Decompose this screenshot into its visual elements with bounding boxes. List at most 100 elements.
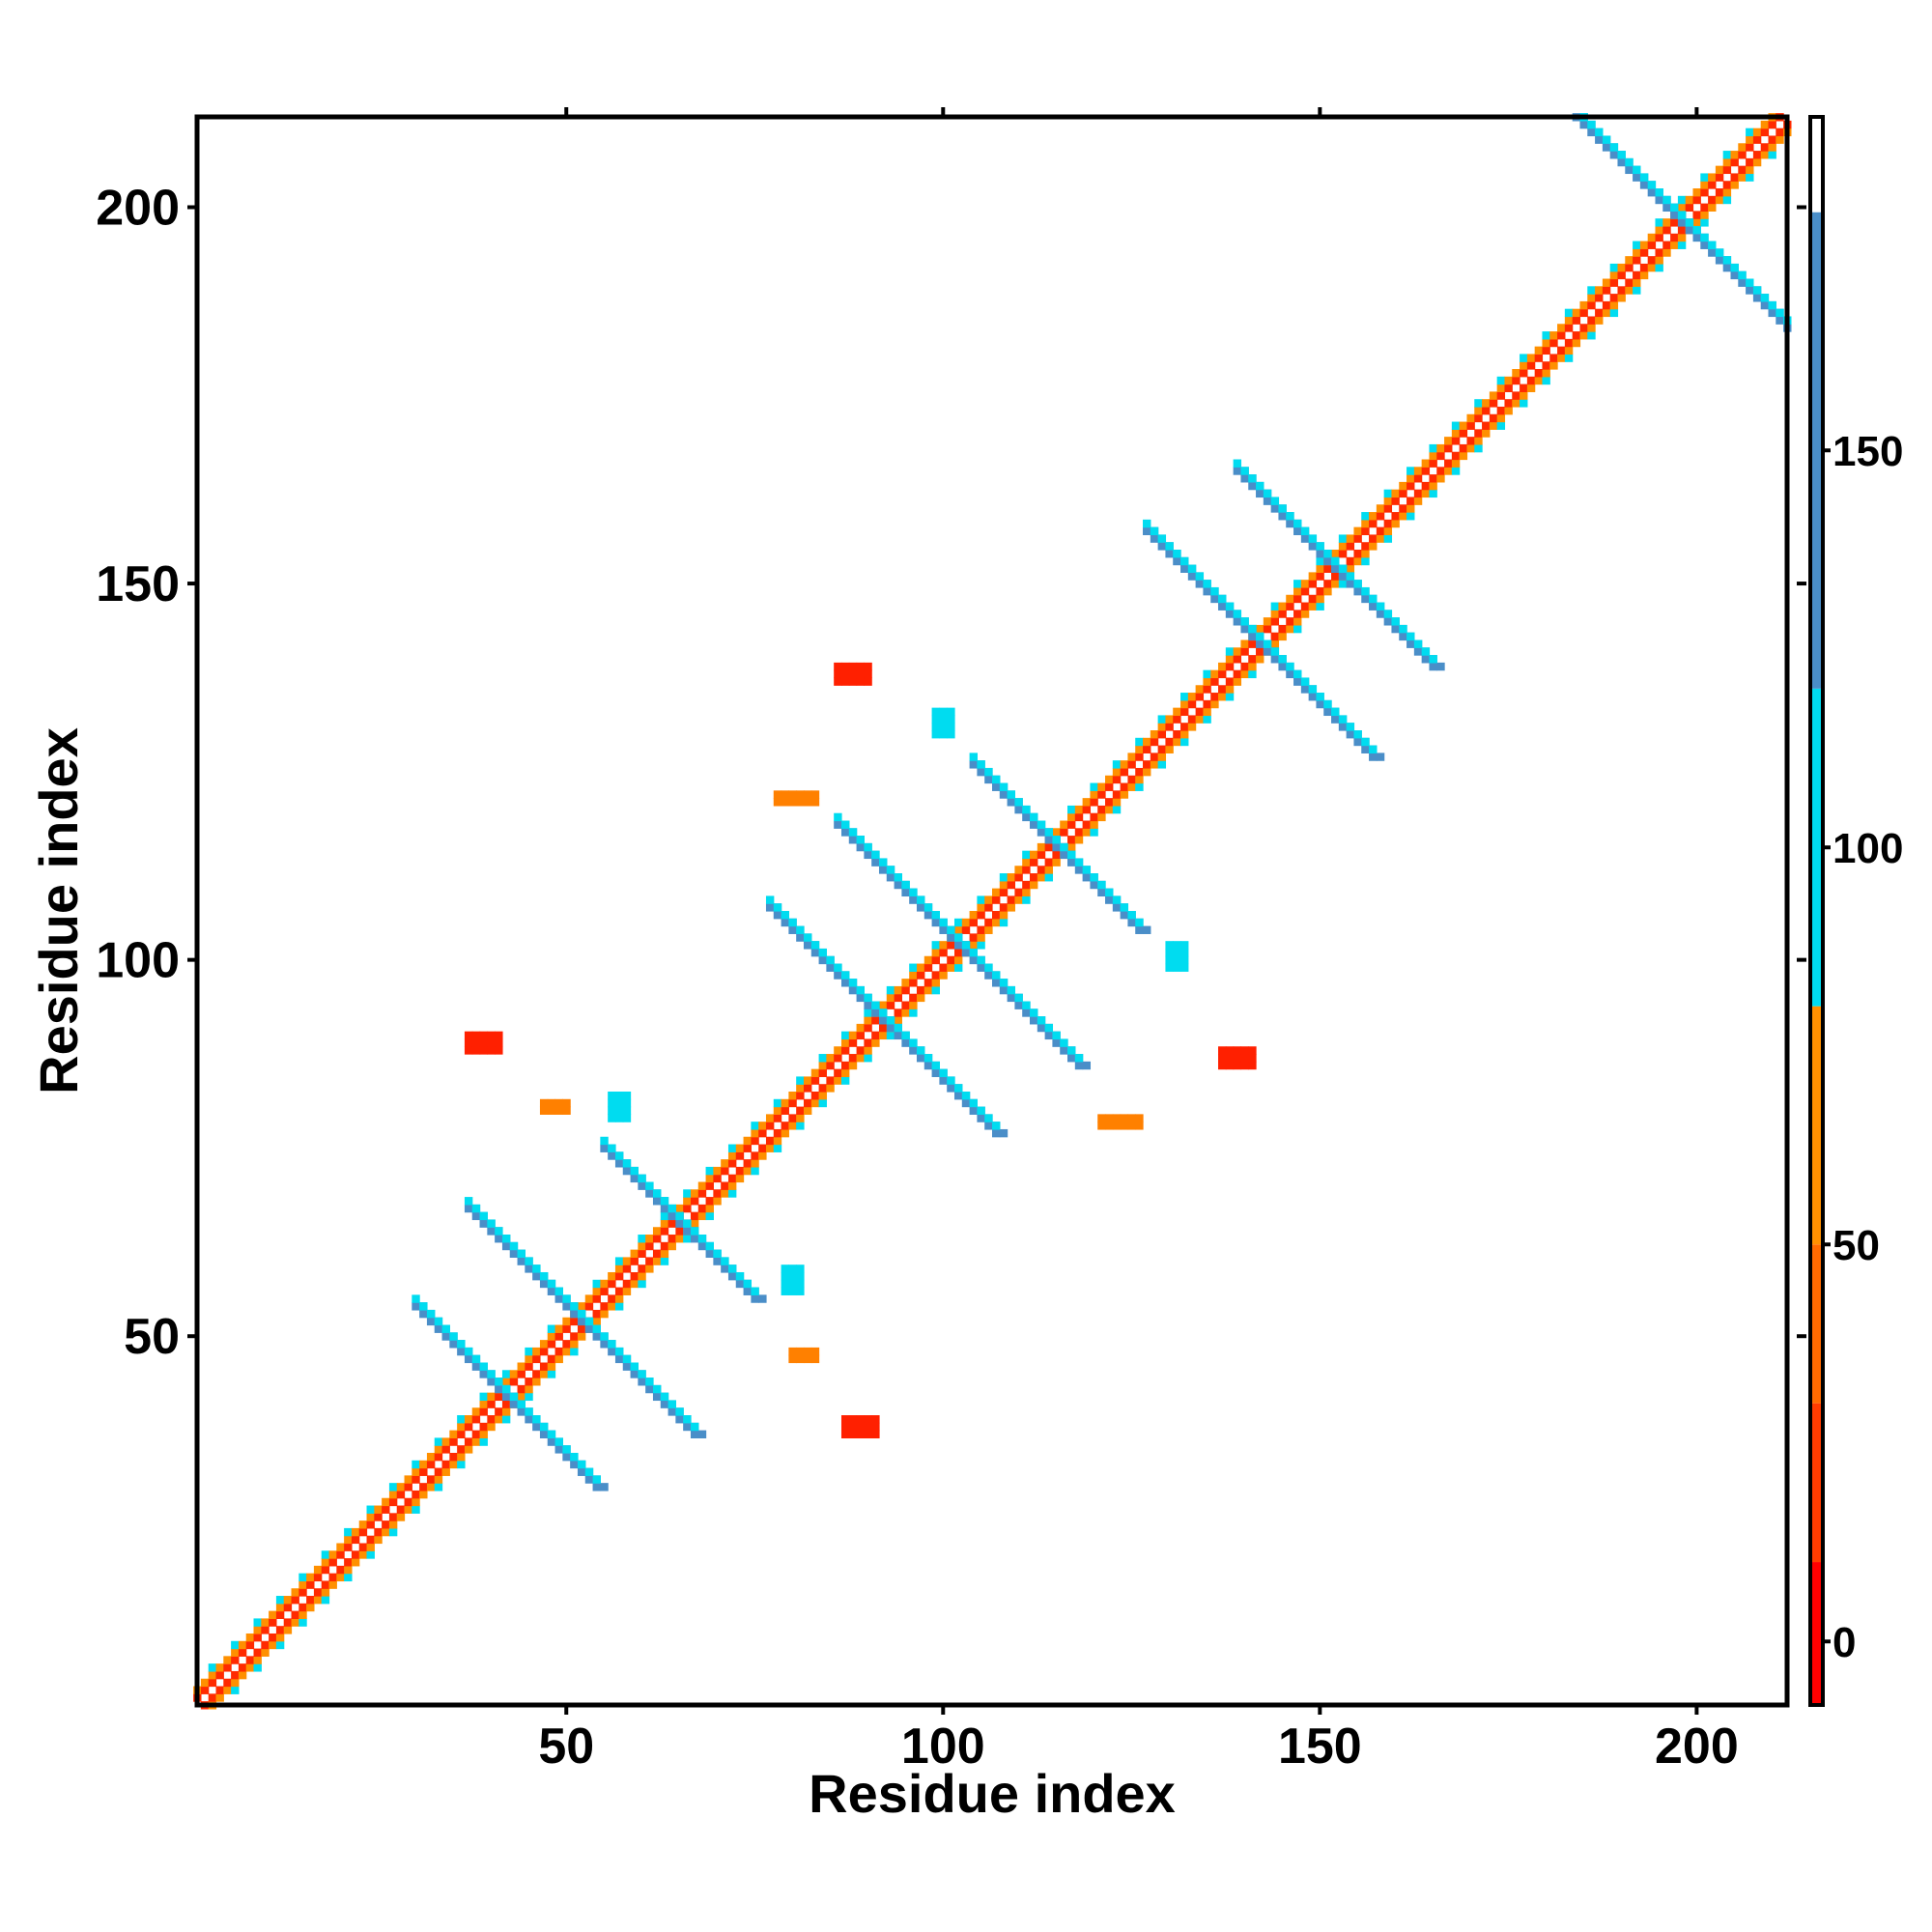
stripe-cell: [683, 1219, 692, 1228]
diagonal-cell: [1286, 617, 1294, 626]
diagonal-cell: [1293, 580, 1302, 588]
contact-blob-cell: [803, 798, 812, 807]
diagonal-cell: [765, 1114, 775, 1122]
stripe-cell: [1007, 798, 1016, 807]
stripe-cell: [1316, 542, 1324, 551]
colorbar-segment: [1810, 117, 1823, 213]
stripe-cell: [864, 842, 872, 852]
stripe-cell: [622, 1354, 632, 1364]
stripe-cell: [1316, 550, 1324, 558]
diagonal-cell: [765, 1122, 775, 1130]
diagonal-cell: [1625, 286, 1634, 295]
stripe-cell: [1173, 550, 1181, 558]
stripe-cell: [810, 948, 820, 957]
diagonal-cell: [1353, 550, 1362, 558]
diagonal-cell: [1662, 241, 1671, 249]
diagonal-cell: [306, 1573, 315, 1582]
diagonal-cell: [374, 1505, 383, 1514]
stripe-cell: [864, 1001, 872, 1009]
stripe-cell: [984, 1114, 993, 1122]
stripe-cell: [713, 1257, 722, 1265]
diagonal-cell: [675, 1204, 684, 1213]
diagonal-cell: [275, 1603, 285, 1612]
diagonal-cell: [1587, 294, 1596, 302]
diagonal-cell: [803, 1106, 812, 1115]
stripe-cell: [848, 985, 858, 995]
diagonal-cell: [727, 1174, 737, 1183]
diagonal-cell: [1504, 376, 1513, 385]
diagonal-cell: [901, 1009, 910, 1017]
stripe-cell: [1602, 143, 1611, 152]
stripe-cell: [1752, 294, 1762, 302]
diagonal-cell: [532, 1378, 541, 1386]
stripe-cell: [999, 1128, 1009, 1138]
diagonal-cell: [1353, 526, 1362, 536]
diagonal-cell: [1044, 842, 1054, 852]
diagonal-cell: [1730, 173, 1739, 182]
diagonal-cell: [901, 979, 910, 987]
diagonal-cell: [501, 1378, 511, 1386]
contact-blob-cell: [547, 1106, 556, 1115]
diagonal-cell: [864, 1054, 872, 1063]
stripe-cell: [1044, 828, 1054, 837]
diagonal-cell: [894, 985, 902, 995]
diagonal-cell: [501, 1400, 511, 1408]
diagonal-cell: [1074, 805, 1084, 814]
stripe-cell: [1346, 572, 1355, 581]
stripe-cell: [426, 1317, 436, 1326]
stripe-cell: [690, 1422, 699, 1432]
diagonal-cell: [1218, 662, 1227, 671]
contact-blob-cell: [788, 1287, 797, 1295]
diagonal-cell: [344, 1535, 353, 1545]
contact-blob-cell: [554, 1106, 563, 1115]
diagonal-cell: [275, 1596, 285, 1605]
diagonal-cell: [487, 1422, 496, 1432]
diagonal-cell: [773, 1144, 782, 1152]
diagonal-cell: [1022, 850, 1031, 860]
stripe-cell: [1007, 790, 1016, 799]
diagonal-cell: [1323, 564, 1332, 573]
diagonal-cell: [464, 1437, 473, 1446]
stripe-cell: [1633, 173, 1641, 182]
diagonal-cell: [404, 1483, 412, 1492]
stripe-cell: [1240, 624, 1249, 634]
stripe-cell: [1308, 534, 1318, 543]
diagonal-cell: [1504, 399, 1513, 408]
diagonal-cell: [1180, 693, 1189, 701]
diagonal-cell: [1633, 256, 1641, 265]
diagonal-cell: [275, 1610, 285, 1619]
diagonal-cell: [697, 1211, 707, 1221]
stripe-cell: [495, 1235, 503, 1243]
diagonal-cell: [1074, 812, 1084, 822]
diagonal-cell: [388, 1513, 398, 1521]
diagonal-cell: [781, 1128, 789, 1138]
diagonal-cell: [1218, 693, 1227, 701]
diagonal-cell: [539, 1362, 549, 1371]
diagonal-cell: [1715, 188, 1724, 197]
diagonal-cell: [1587, 324, 1596, 332]
stripe-cell: [457, 1340, 466, 1349]
stripe-cell: [1060, 842, 1068, 852]
stripe-cell: [645, 1189, 654, 1198]
diagonal-cell: [1218, 685, 1227, 694]
stripe-cell: [1353, 730, 1362, 739]
diagonal-cell: [471, 1437, 481, 1446]
diagonal-cell: [713, 1197, 722, 1206]
diagonal-cell: [1647, 256, 1657, 265]
diagonal-cell: [1240, 662, 1249, 671]
diagonal-cell: [457, 1452, 466, 1462]
diagonal-cell: [1014, 888, 1023, 897]
diagonal-cell: [562, 1340, 571, 1349]
stripe-cell: [1300, 534, 1310, 543]
diagonal-cell: [992, 911, 1001, 920]
stripe-cell: [939, 1076, 948, 1085]
diagonal-cell: [449, 1430, 458, 1439]
stripe-cell: [1323, 556, 1332, 566]
diagonal-cell: [1738, 143, 1747, 152]
stripe-cell: [1052, 1031, 1061, 1040]
diagonal-cell: [562, 1324, 571, 1333]
diagonal-cell: [758, 1144, 767, 1152]
diagonal-cell: [283, 1626, 293, 1634]
stripe-cell: [1256, 632, 1264, 641]
diagonal-cell: [953, 955, 963, 965]
